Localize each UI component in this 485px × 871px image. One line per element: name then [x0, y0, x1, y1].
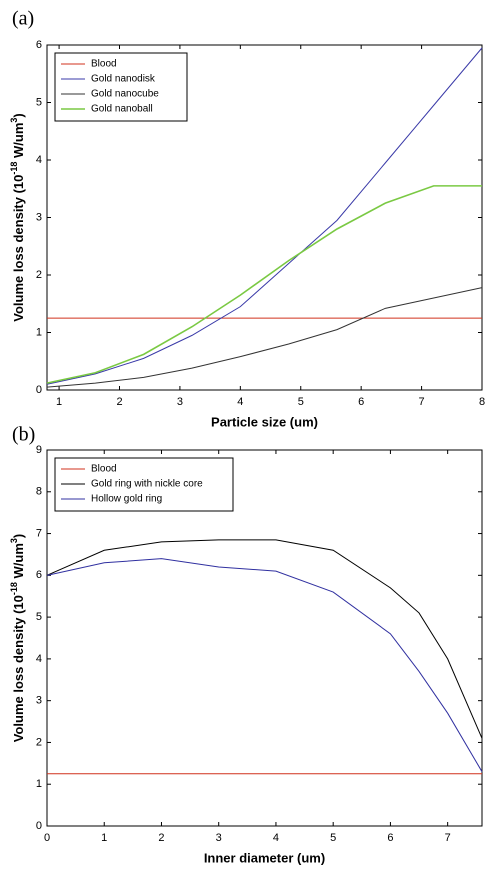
x-tick-label: 3	[177, 396, 183, 408]
x-tick-label: 5	[330, 832, 336, 844]
y-tick-label: 2	[36, 269, 42, 281]
y-tick-label: 0	[36, 820, 42, 832]
y-axis-label-part: Volume loss density (10	[11, 175, 26, 322]
y-axis-label-part: W/um	[11, 123, 26, 162]
x-tick-label: 7	[419, 396, 425, 408]
legend-label: Blood	[91, 464, 117, 475]
x-axis-label: Inner diameter (um)	[204, 850, 325, 865]
y-tick-label: 3	[36, 211, 42, 223]
y-axis-label: Volume loss density (10-18 W/um3)	[9, 113, 26, 322]
x-tick-label: 2	[158, 832, 164, 844]
legend-label: Gold nanoball	[91, 104, 153, 115]
legend-label: Hollow gold ring	[91, 494, 162, 505]
y-axis-label-part: 3	[9, 538, 19, 543]
y-axis-label-part: -18	[9, 162, 19, 175]
y-axis-label-part: )	[11, 113, 26, 117]
y-axis-label-part: W/um	[11, 543, 26, 582]
y-tick-label: 6	[36, 569, 42, 581]
legend-label: Gold nanodisk	[91, 74, 156, 85]
y-tick-label: 6	[36, 39, 42, 51]
panel-label: (b)	[12, 424, 35, 446]
y-axis-label-part: )	[11, 534, 26, 538]
legend-label: Gold ring with nickle core	[91, 479, 203, 490]
y-tick-label: 4	[36, 154, 42, 166]
y-tick-label: 5	[36, 611, 42, 623]
y-axis-label-part: Volume loss density (10	[11, 595, 26, 742]
x-tick-label: 4	[273, 832, 279, 844]
x-tick-label: 1	[101, 832, 107, 844]
y-tick-label: 4	[36, 653, 42, 665]
x-tick-label: 3	[216, 832, 222, 844]
y-axis-label-part: 3	[9, 118, 19, 123]
x-tick-label: 6	[387, 832, 393, 844]
y-tick-label: 9	[36, 444, 42, 456]
legend-label: Blood	[91, 59, 117, 70]
series-line	[46, 185, 482, 384]
y-axis-label-part: -18	[9, 582, 19, 595]
y-tick-label: 5	[36, 96, 42, 108]
y-tick-label: 1	[36, 326, 42, 338]
y-axis-label: Volume loss density (10-18 W/um3)	[9, 534, 26, 743]
legend-label: Gold nanocube	[91, 89, 159, 100]
x-tick-label: 7	[445, 832, 451, 844]
series-line	[46, 539, 483, 739]
x-tick-label: 4	[237, 396, 243, 408]
y-tick-label: 0	[36, 384, 42, 396]
series-line	[46, 558, 483, 772]
x-tick-label: 8	[479, 396, 485, 408]
series-line	[46, 47, 483, 385]
y-tick-label: 2	[36, 736, 42, 748]
x-axis-label: Particle size (um)	[211, 414, 318, 429]
y-tick-label: 1	[36, 778, 42, 790]
x-tick-label: 0	[44, 832, 50, 844]
y-tick-label: 8	[36, 486, 42, 498]
x-tick-label: 6	[358, 396, 364, 408]
plot-area	[46, 449, 483, 827]
y-tick-label: 3	[36, 695, 42, 707]
x-tick-label: 5	[298, 396, 304, 408]
x-tick-label: 1	[56, 396, 62, 408]
panel-label: (a)	[12, 8, 34, 30]
series-line	[46, 287, 483, 388]
x-tick-label: 2	[116, 396, 122, 408]
y-tick-label: 7	[36, 527, 42, 539]
